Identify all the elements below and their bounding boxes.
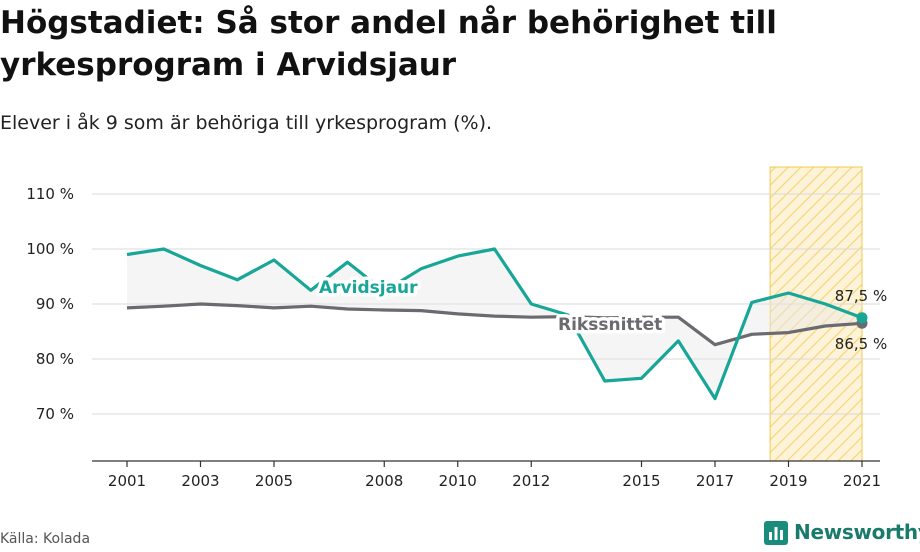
series-line-arvidsjaur	[126, 247, 863, 401]
chart-subtitle: Elever i åk 9 som är behöriga till yrkes…	[0, 112, 493, 134]
x-tick-label: 2005	[255, 472, 293, 490]
series-label-rikssnittet: Rikssnittet	[558, 315, 662, 335]
source-note: Källa: Kolada	[0, 531, 91, 547]
end-point-arvidsjaur	[856, 312, 868, 324]
x-tick-label: 2001	[108, 472, 146, 490]
y-tick-label: 100 %	[26, 240, 74, 258]
x-tick-label: 2017	[696, 472, 734, 490]
x-tick-label: 2015	[622, 472, 660, 490]
difference-area	[127, 249, 862, 399]
series-label-arvidsjaur: Arvidsjaur	[319, 278, 418, 298]
logo-text: Newsworthy	[794, 520, 920, 544]
x-tick-label: 2021	[843, 472, 881, 490]
y-tick-label: 80 %	[36, 350, 74, 368]
series-label-rikssnittet-halo: Rikssnittet	[558, 315, 662, 335]
y-tick-label: 90 %	[36, 295, 74, 313]
end-value-label-rikssnittet: 86,5 %	[835, 335, 887, 353]
end-value-label-arvidsjaur: 87,5 %	[835, 287, 887, 305]
x-tick-label: 2003	[181, 472, 219, 490]
bar-chart-icon	[764, 521, 788, 545]
y-tick-label: 110 %	[26, 185, 74, 203]
x-tick-label: 2010	[439, 472, 477, 490]
newsworthy-logo: Newsworthy	[764, 520, 920, 548]
x-tick-label: 2019	[769, 472, 807, 490]
x-tick-label: 2012	[512, 472, 550, 490]
x-tick-label: 2008	[365, 472, 403, 490]
series-label-arvidsjaur-halo: Arvidsjaur	[319, 278, 418, 298]
y-tick-label: 70 %	[36, 405, 74, 423]
chart-title: Högstadiet: Så stor andel når behörighet…	[0, 5, 777, 83]
